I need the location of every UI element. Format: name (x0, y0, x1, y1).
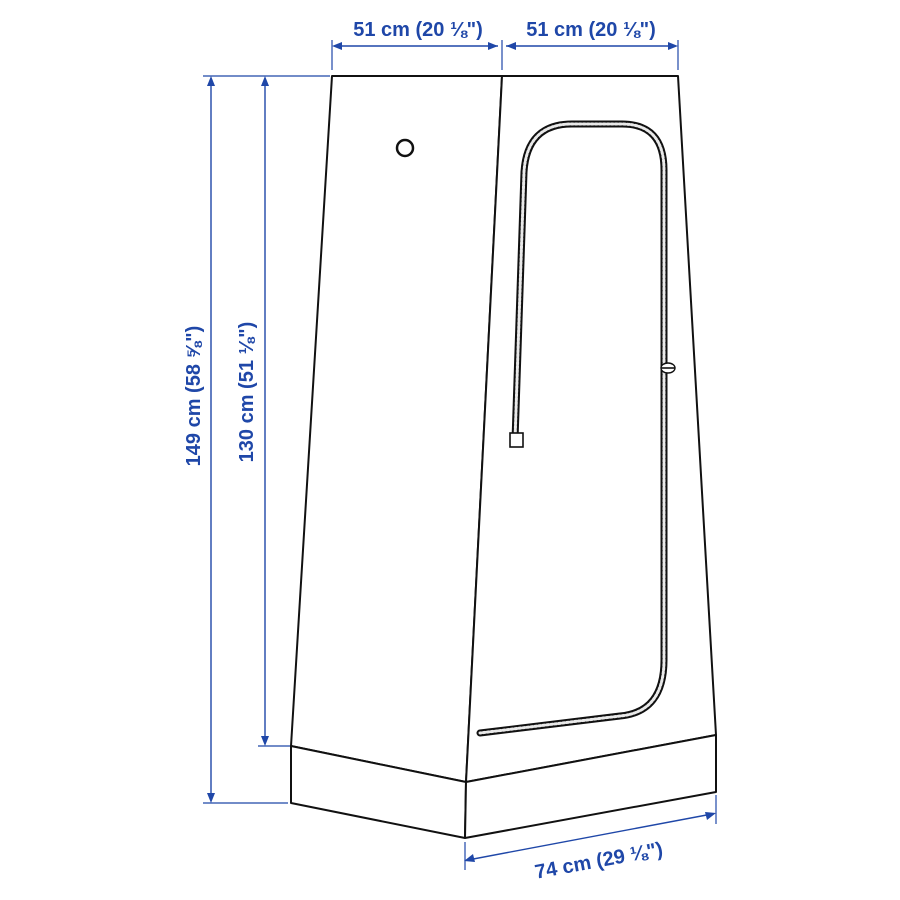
dimension-lines (203, 40, 717, 870)
wardrobe-left-side (290, 75, 503, 783)
width-left-label: 51 cm (20 ⅛") (353, 19, 483, 41)
height-inner-label: 130 cm (51 ⅛") (236, 322, 258, 463)
zipper-pull-icon (509, 432, 524, 448)
diagonal-line (467, 813, 713, 861)
width-right-label: 51 cm (20 ⅛") (526, 19, 656, 41)
wardrobe-base-front (464, 734, 717, 839)
diagonal-label: 74 cm (29 ⅛") (533, 838, 664, 883)
wardrobe-illustration (290, 75, 717, 839)
vent-hole-icon (395, 138, 415, 158)
height-total-label: 149 cm (58 ⅝") (183, 326, 205, 467)
wardrobe-front-panel (465, 75, 717, 783)
